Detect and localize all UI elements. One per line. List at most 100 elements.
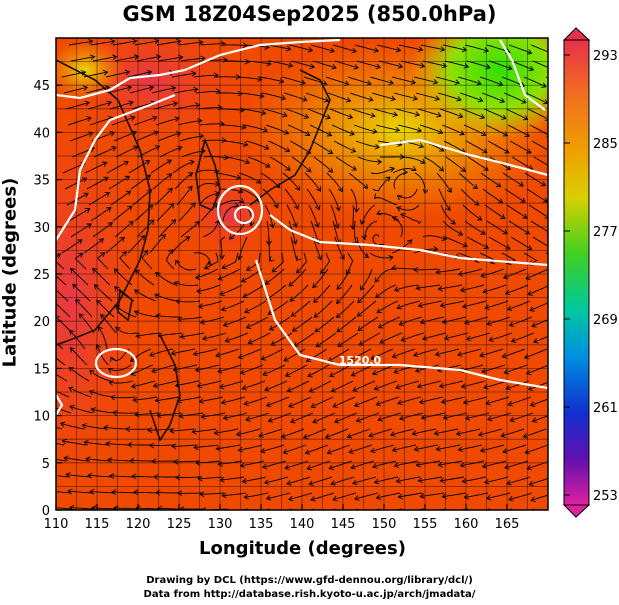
streamline (96, 344, 110, 366)
streamline-arrowhead (550, 67, 555, 72)
streamline (64, 457, 89, 462)
streamline-arrowhead (149, 442, 155, 449)
streamline (63, 86, 88, 94)
streamline (86, 458, 111, 462)
streamline (159, 146, 182, 158)
streamline-arrowhead (63, 455, 69, 462)
streamline (130, 364, 154, 375)
streamline (245, 412, 270, 421)
streamline (413, 348, 438, 356)
streamline (330, 204, 339, 229)
streamline (136, 219, 155, 238)
streamline-arrowhead (418, 398, 425, 405)
colorbar-tick-label: 285 (593, 137, 618, 152)
streamline-arrowhead (350, 464, 356, 470)
streamline-arrowhead (551, 261, 556, 266)
streamline (98, 326, 108, 350)
streamline-arrowhead (463, 63, 470, 69)
streamline-arrowhead (195, 102, 201, 109)
streamline-arrowhead (302, 96, 308, 102)
streamline-arrowhead (90, 54, 96, 61)
streamline (505, 108, 528, 120)
streamline (531, 319, 548, 327)
streamline (487, 140, 510, 154)
streamline-arrowhead (155, 489, 161, 496)
streamline-arrowhead (421, 335, 428, 341)
streamline (151, 87, 176, 94)
streamline (354, 44, 379, 52)
streamline (439, 380, 464, 388)
streamline-arrowhead (172, 101, 179, 107)
streamline-arrowhead (245, 323, 252, 329)
streamline (158, 56, 183, 62)
streamline (115, 326, 139, 334)
streamline-arrowhead (393, 462, 400, 468)
x-tick-label: 165 (495, 517, 520, 532)
streamline-arrowhead (394, 286, 400, 292)
streamline-arrowhead (327, 167, 334, 173)
credit-data-source: Data from http://database.rish.kyoto-u.a… (143, 589, 476, 600)
streamline-arrowhead (353, 401, 360, 408)
streamline (56, 390, 70, 398)
streamline (155, 396, 180, 402)
streamline (225, 156, 250, 164)
streamline-arrowhead (111, 489, 117, 495)
streamline (261, 92, 286, 100)
streamline-arrowhead (267, 310, 273, 316)
streamline (242, 476, 267, 483)
streamline (219, 284, 243, 296)
streamline-arrowhead (246, 265, 252, 271)
contour-west (56, 93, 176, 241)
streamline-arrowhead (505, 244, 511, 250)
streamline (531, 140, 548, 151)
streamline-arrowhead (72, 283, 78, 289)
streamline-arrowhead (334, 418, 340, 424)
x-tick-label: 150 (372, 517, 397, 532)
streamline-arrowhead (396, 304, 402, 310)
streamline (307, 460, 331, 470)
streamline (374, 380, 398, 390)
streamline-arrowhead (154, 38, 160, 45)
streamline (394, 284, 419, 292)
streamline-arrowhead (374, 277, 380, 283)
streamline-arrowhead (106, 207, 112, 213)
streamline-arrowhead (269, 223, 276, 229)
streamline-arrowhead (484, 304, 490, 311)
streamline (504, 364, 528, 374)
streamline (220, 236, 226, 259)
streamline-arrowhead (195, 459, 201, 466)
streamline-arrowhead (373, 47, 380, 53)
streamline (376, 213, 400, 222)
streamline (399, 412, 424, 420)
streamline (464, 220, 486, 235)
streamline-arrowhead (488, 336, 494, 343)
streamline (88, 474, 113, 478)
streamline (532, 236, 548, 247)
streamline-arrowhead (112, 409, 118, 416)
streamline-arrowhead (237, 353, 244, 360)
streamline-arrowhead (483, 165, 489, 171)
streamline-arrowhead (85, 456, 91, 463)
streamline-arrowhead (391, 353, 398, 359)
streamline-arrowhead (388, 79, 395, 86)
streamline-arrowhead (220, 399, 227, 405)
streamline (262, 188, 279, 208)
streamline (202, 332, 227, 340)
streamline-arrowhead (291, 326, 298, 332)
streamline (422, 235, 447, 240)
streamline (308, 204, 319, 228)
streamline-arrowhead (68, 366, 74, 373)
y-tick-label: 30 (33, 221, 50, 236)
streamline-arrowhead (107, 368, 114, 374)
streamline-arrowhead (68, 386, 74, 392)
streamline (83, 238, 104, 254)
streamline (84, 441, 109, 446)
streamline (309, 124, 332, 137)
x-tick-label: 115 (85, 517, 110, 532)
streamline-arrowhead (115, 326, 121, 332)
streamline-arrowhead (129, 115, 136, 121)
streamline (358, 332, 381, 346)
streamline (460, 460, 485, 467)
streamline-arrowhead (293, 204, 300, 210)
streamline-arrowhead (217, 275, 224, 281)
